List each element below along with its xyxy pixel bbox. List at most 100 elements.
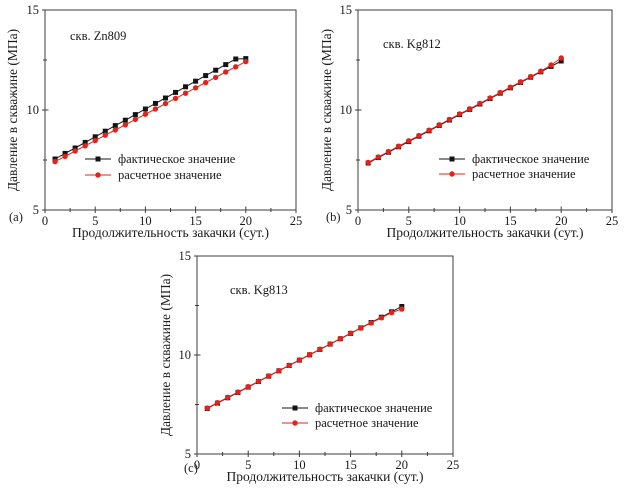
legend-marker — [292, 420, 298, 426]
data-point-calculated — [192, 85, 199, 91]
panel-letter-label: (a) — [9, 210, 23, 224]
data-point-calculated — [243, 58, 249, 65]
data-point-calculated — [306, 351, 313, 358]
data-point-actual — [112, 123, 118, 129]
y-tick-label: 10 — [27, 103, 40, 117]
data-point-calculated — [399, 306, 405, 312]
data-point-calculated — [112, 127, 118, 133]
well-name-label: скв. Kg812 — [383, 37, 441, 51]
well-name-label: скв. Kg813 — [230, 283, 288, 297]
data-point-actual — [243, 56, 249, 62]
data-point-calculated — [395, 143, 402, 149]
data-point-calculated — [233, 64, 239, 70]
y-tick-label: 10 — [179, 348, 192, 362]
x-tick-label: 15 — [189, 214, 202, 228]
chart-panel-a: 0 5 10 15 20 25 5 10 15 Продолжительность закачки… — [0, 0, 315, 246]
data-point-calculated — [487, 95, 493, 101]
data-point-calculated — [368, 320, 374, 326]
x-tick-label: 25 — [606, 214, 619, 228]
data-point-calculated — [317, 346, 323, 352]
data-point-calculated — [214, 400, 221, 406]
legend-marker — [95, 156, 101, 162]
data-point-calculated — [296, 357, 303, 363]
y-tick-label: 5 — [33, 203, 39, 217]
x-tick-label: 15 — [344, 458, 357, 472]
data-point-calculated — [235, 389, 241, 395]
data-point-calculated — [446, 116, 453, 123]
legend-label: расчетное значение — [315, 416, 419, 430]
data-point-calculated — [558, 55, 564, 61]
data-point-calculated — [152, 106, 159, 112]
x-tick-label: 20 — [396, 458, 409, 472]
data-point-calculated — [548, 62, 554, 68]
y-tick-label: 15 — [179, 249, 192, 263]
data-point-actual — [213, 67, 219, 73]
data-point-calculated — [82, 143, 88, 149]
data-point-actual — [162, 95, 168, 101]
data-point-calculated — [358, 325, 364, 331]
data-point-actual — [92, 134, 98, 140]
data-point-calculated — [255, 378, 262, 385]
data-point-actual — [142, 106, 148, 112]
data-point-actual — [132, 112, 138, 118]
y-axis-title: Давление в скважине (МПа) — [319, 29, 334, 191]
data-point-calculated — [456, 111, 463, 117]
y-axis-title: Давление в скважине (МПа) — [5, 29, 20, 191]
data-point-actual — [173, 89, 179, 95]
legend-label: расчетное значение — [472, 167, 576, 181]
y-tick-label: 15 — [27, 3, 40, 17]
legend-label: фактическое значение — [472, 152, 590, 166]
data-point-calculated — [426, 127, 432, 133]
data-point-calculated — [337, 335, 344, 342]
data-point-calculated — [72, 148, 78, 154]
x-tick-label: 25 — [447, 458, 460, 472]
data-point-calculated — [365, 159, 371, 166]
x-tick-label: 0 — [194, 458, 200, 472]
data-point-calculated — [225, 394, 231, 401]
y-tick-label: 10 — [340, 103, 353, 117]
x-tick-label: 20 — [240, 214, 253, 228]
x-axis-title: Продолжительность закачки (сут.) — [386, 225, 583, 240]
data-point-actual — [193, 78, 199, 84]
data-point-actual — [152, 100, 158, 106]
x-tick-label: 15 — [504, 214, 517, 228]
x-tick-label: 10 — [139, 214, 152, 228]
data-point-calculated — [347, 330, 354, 336]
data-point-calculated — [52, 158, 58, 165]
y-axis-title: Давление в скважине (МПа) — [158, 274, 173, 436]
data-point-calculated — [507, 84, 514, 90]
data-point-calculated — [223, 69, 229, 75]
data-point-actual — [223, 62, 229, 68]
data-point-calculated — [517, 79, 524, 85]
legend-marker — [95, 172, 101, 178]
data-point-calculated — [142, 111, 149, 117]
data-point-calculated — [265, 373, 272, 379]
data-point-actual — [122, 117, 128, 123]
legend-marker — [449, 171, 455, 177]
x-axis-title: Продолжительность закачки (сут.) — [72, 225, 269, 240]
data-point-calculated — [477, 100, 483, 107]
data-point-calculated — [102, 132, 108, 138]
data-point-calculated — [378, 315, 385, 321]
data-point-calculated — [528, 73, 534, 80]
data-point-calculated — [276, 367, 282, 374]
data-point-calculated — [286, 362, 292, 368]
data-point-actual — [183, 84, 189, 90]
x-tick-label: 10 — [293, 458, 306, 472]
data-point-calculated — [416, 132, 422, 139]
x-tick-label: 10 — [453, 214, 466, 228]
legend-marker — [449, 156, 455, 162]
data-point-calculated — [162, 100, 169, 107]
y-tick-label: 15 — [340, 3, 353, 17]
data-point-calculated — [172, 95, 179, 102]
data-point-calculated — [406, 138, 412, 144]
chart-panel-b: 0 5 10 15 20 25 5 10 15 Продолжительность закачки… — [315, 0, 630, 246]
data-point-actual — [102, 128, 108, 134]
data-point-actual — [82, 139, 88, 145]
panel-letter-label: (b) — [326, 210, 341, 224]
data-point-actual — [62, 150, 68, 156]
